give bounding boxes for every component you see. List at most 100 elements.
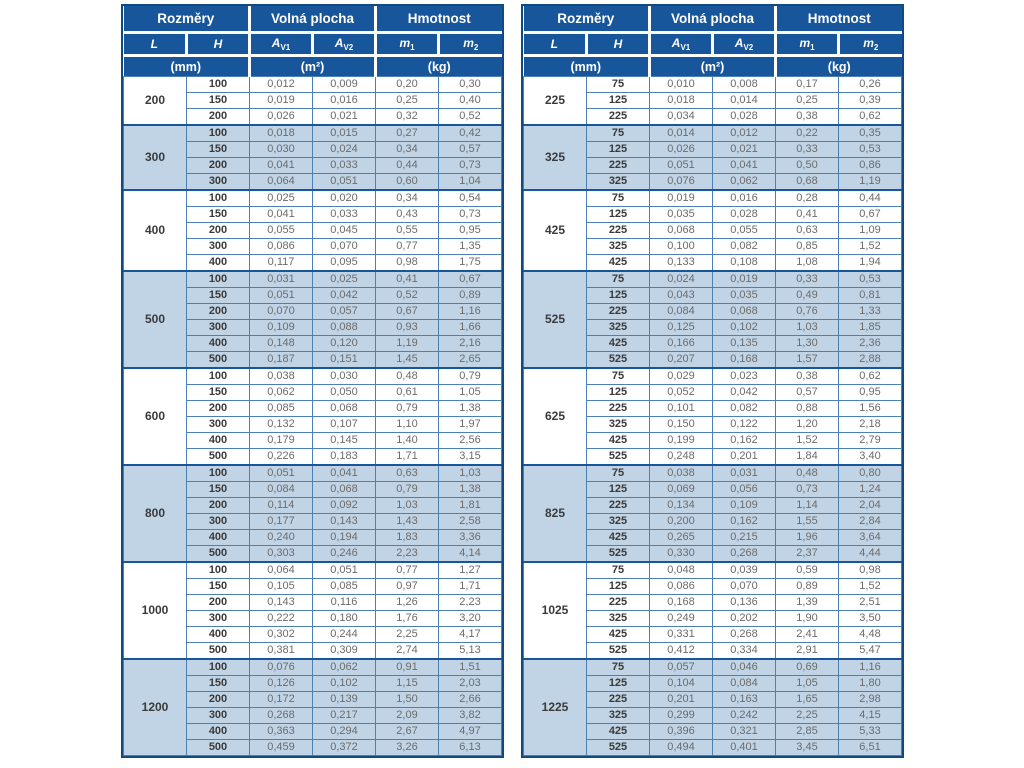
table-row: 425 0,265 0,215 1,96 3,64 xyxy=(524,529,902,546)
height-cell: 150 xyxy=(186,481,250,498)
height-cell: 525 xyxy=(586,448,650,466)
table-row: 225 75 0,010 0,008 0,17 0,26 xyxy=(523,76,902,126)
table-row: 425 0,166 0,135 1,30 2,36 xyxy=(524,335,902,352)
value-cell: 0,018 xyxy=(249,124,313,142)
header-units-cell: (mm) xyxy=(123,55,251,77)
header-units-cell: (m²) xyxy=(649,55,777,77)
value-cell: 0,148 xyxy=(249,335,313,352)
length-cell: 825 xyxy=(523,464,587,563)
value-cell: 1,45 xyxy=(375,351,439,369)
value-cell: 0,136 xyxy=(712,594,776,611)
value-cell: 0,73 xyxy=(438,206,502,223)
value-cell: 0,34 xyxy=(375,189,439,207)
value-cell: 1,52 xyxy=(838,238,902,255)
value-cell: 3,40 xyxy=(838,448,902,466)
height-cell: 225 xyxy=(586,691,650,708)
value-cell: 1,05 xyxy=(438,384,502,401)
value-cell: 0,32 xyxy=(375,108,439,126)
value-cell: 0,145 xyxy=(312,432,376,449)
height-cell: 200 xyxy=(186,108,250,126)
value-cell: 0,39 xyxy=(838,92,902,109)
value-cell: 0,69 xyxy=(775,658,839,676)
value-cell: 0,042 xyxy=(312,287,376,304)
value-cell: 0,331 xyxy=(649,626,713,643)
table-row: 150 0,084 0,068 0,79 1,38 xyxy=(124,481,502,498)
header-symbol-cell: H xyxy=(186,32,251,57)
value-cell: 0,024 xyxy=(312,141,376,158)
header-symbol-row: L H AV1 AV2 m1 m2 xyxy=(523,32,902,57)
value-cell: 0,016 xyxy=(312,92,376,109)
value-cell: 1,96 xyxy=(775,529,839,546)
table-row: 525 0,248 0,201 1,84 3,40 xyxy=(524,448,902,466)
value-cell: 0,062 xyxy=(712,173,776,191)
value-cell: 0,321 xyxy=(712,723,776,740)
value-cell: 2,04 xyxy=(838,497,902,514)
height-cell: 100 xyxy=(186,658,250,676)
value-cell: 0,070 xyxy=(312,238,376,255)
value-cell: 1,56 xyxy=(838,400,902,417)
height-cell: 425 xyxy=(586,529,650,546)
value-cell: 3,15 xyxy=(438,448,502,466)
height-cell: 225 xyxy=(586,108,650,126)
value-cell: 0,051 xyxy=(249,464,313,482)
header-group-cell: Hmotnost xyxy=(375,6,502,34)
value-cell: 0,052 xyxy=(649,384,713,401)
value-cell: 6,13 xyxy=(438,739,502,756)
height-cell: 75 xyxy=(586,464,650,482)
height-cell: 100 xyxy=(186,124,250,142)
value-cell: 0,63 xyxy=(775,222,839,239)
value-cell: 6,51 xyxy=(838,739,902,756)
header-symbol-cell: AV1 xyxy=(649,32,714,57)
height-cell: 525 xyxy=(586,642,650,660)
value-cell: 0,199 xyxy=(649,432,713,449)
value-cell: 0,372 xyxy=(312,739,376,756)
value-cell: 0,117 xyxy=(249,254,313,272)
height-cell: 500 xyxy=(186,545,250,563)
value-cell: 0,051 xyxy=(249,287,313,304)
header-group-cell: Volná plocha xyxy=(249,6,377,34)
header-group-cell: Rozměry xyxy=(523,6,651,34)
value-cell: 0,029 xyxy=(649,367,713,385)
value-cell: 1,33 xyxy=(838,303,902,320)
value-cell: 1,52 xyxy=(838,578,902,595)
value-cell: 0,17 xyxy=(775,76,839,93)
value-cell: 0,44 xyxy=(375,157,439,174)
table-row: 600 100 0,038 0,030 0,48 0,79 xyxy=(123,367,502,466)
value-cell: 0,330 xyxy=(649,545,713,563)
value-cell: 0,064 xyxy=(249,561,313,579)
table-row: 425 0,199 0,162 1,52 2,79 xyxy=(524,432,902,449)
value-cell: 3,45 xyxy=(775,739,839,756)
value-cell: 1,03 xyxy=(775,319,839,336)
value-cell: 0,95 xyxy=(438,222,502,239)
table-row: 800 100 0,051 0,041 0,63 1,03 xyxy=(123,464,502,563)
value-cell: 0,57 xyxy=(438,141,502,158)
value-cell: 0,22 xyxy=(775,124,839,142)
height-cell: 150 xyxy=(186,675,250,692)
header-units-cell: (mm) xyxy=(523,55,651,77)
header-group-row: Rozměry Volná plocha Hmotnost xyxy=(123,6,502,34)
table-row: 1225 75 0,057 0,046 0,69 1,16 xyxy=(523,658,902,756)
value-cell: 0,024 xyxy=(649,270,713,288)
value-cell: 0,085 xyxy=(312,578,376,595)
value-cell: 3,20 xyxy=(438,610,502,627)
value-cell: 0,041 xyxy=(249,157,313,174)
header-symbol-cell: L xyxy=(523,32,588,57)
header-group-cell: Rozměry xyxy=(123,6,251,34)
value-cell: 0,265 xyxy=(649,529,713,546)
table-row: 825 75 0,038 0,031 0,48 0,80 xyxy=(523,464,902,563)
value-cell: 0,50 xyxy=(775,157,839,174)
value-cell: 0,015 xyxy=(312,124,376,142)
value-cell: 0,125 xyxy=(649,319,713,336)
value-cell: 3,82 xyxy=(438,707,502,724)
header-units-cell: (kg) xyxy=(375,55,502,77)
value-cell: 1,75 xyxy=(438,254,502,272)
value-cell: 0,35 xyxy=(838,124,902,142)
length-cell: 425 xyxy=(523,189,587,272)
header-symbol-row: L H AV1 AV2 m1 m2 xyxy=(123,32,502,57)
height-cell: 125 xyxy=(586,206,650,223)
table-row: 200 100 0,012 0,009 0,20 0,30 xyxy=(123,76,502,126)
value-cell: 2,18 xyxy=(838,416,902,433)
value-cell: 0,107 xyxy=(312,416,376,433)
value-cell: 0,62 xyxy=(838,108,902,126)
value-cell: 0,183 xyxy=(312,448,376,466)
